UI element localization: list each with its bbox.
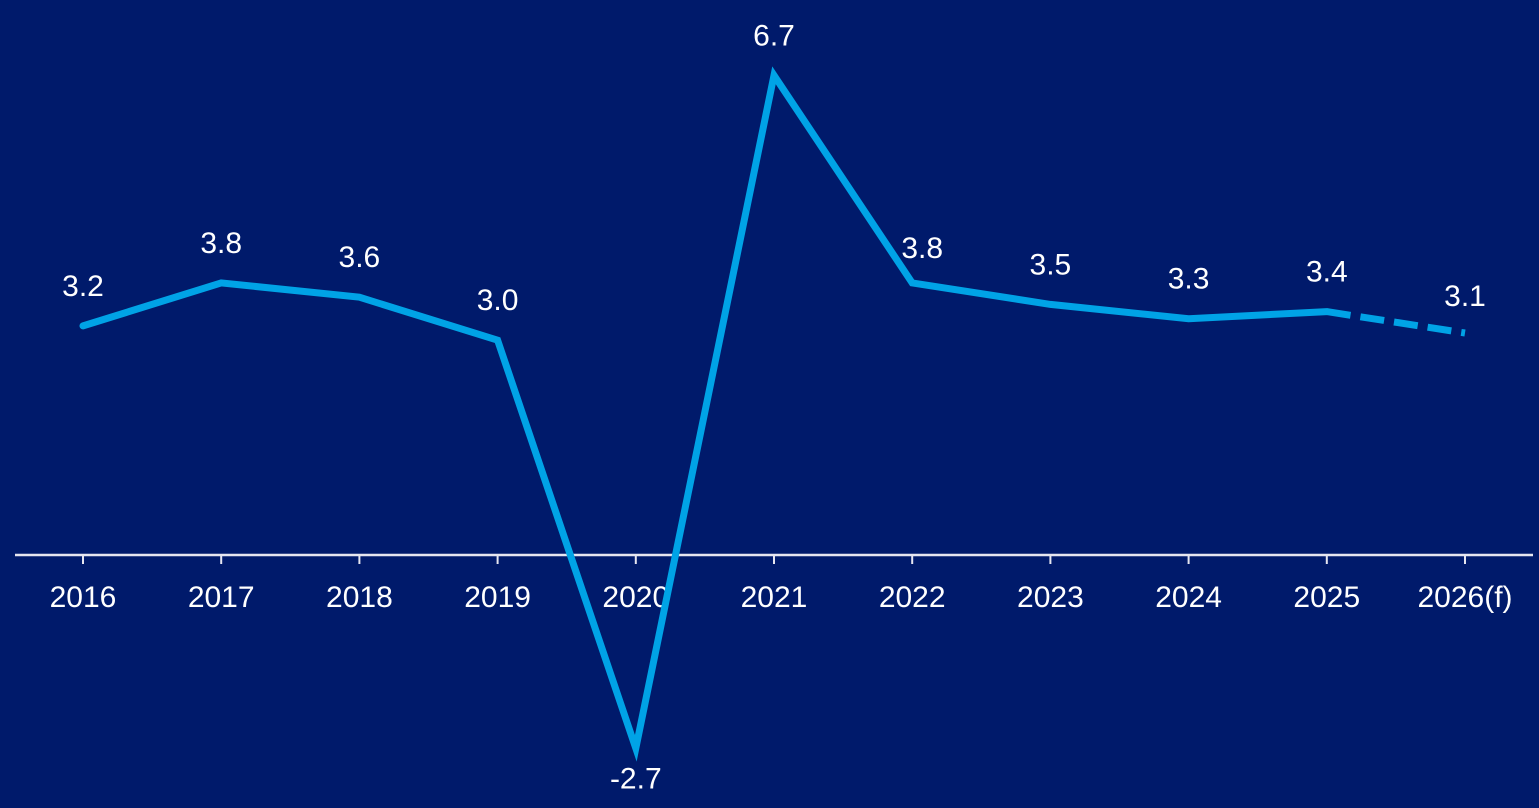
data-label: 3.8: [901, 232, 943, 265]
x-tick-label: 2018: [326, 581, 393, 614]
axis-layer: 2016 2017 2018 2019 2020 2021 2022 2023 2024 2025…: [15, 553, 1533, 614]
data-label: 3.4: [1306, 256, 1348, 289]
x-tick-label: 2021: [741, 581, 808, 614]
data-label: -2.7: [610, 762, 662, 795]
data-label: 3.2: [62, 270, 104, 303]
data-label: 3.3: [1168, 263, 1210, 296]
x-tick-label: 2024: [1155, 581, 1222, 614]
x-tick-label: 2023: [1017, 581, 1084, 614]
x-tick-label: 2025: [1293, 581, 1360, 614]
x-tick-label: 2026(f): [1417, 581, 1512, 614]
x-tick-label: 2016: [50, 581, 117, 614]
data-label: 6.7: [753, 19, 795, 52]
series-line-actual: [79, 66, 1331, 762]
series-layer: [79, 66, 1466, 762]
x-tick-label: 2017: [188, 581, 255, 614]
label-layer: 3.2 3.8 3.6 3.0 -2.7 6.7 3.8 3.5 3.3 3.4 3.1: [62, 19, 1486, 795]
data-label: 3.1: [1444, 280, 1486, 313]
x-tick-label: 2020: [602, 581, 669, 614]
x-tick-label: 2022: [879, 581, 946, 614]
data-label: 3.6: [339, 241, 381, 274]
series-line-forecast: [1326, 308, 1466, 337]
data-label: 3.8: [200, 227, 242, 260]
data-label: 3.0: [477, 284, 519, 317]
data-label: 3.5: [1030, 248, 1072, 281]
x-tick-label: 2019: [464, 581, 531, 614]
